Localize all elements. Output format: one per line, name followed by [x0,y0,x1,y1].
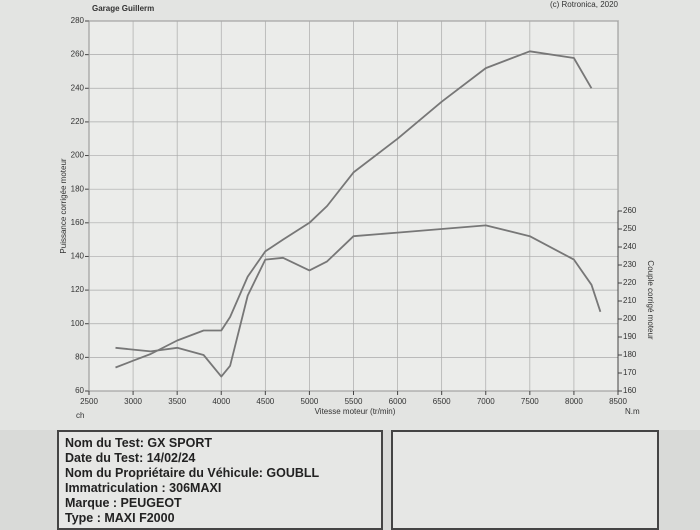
chart: Garage Guillerm (c) Rotronica, 2020 Puis… [59,0,655,421]
info-line: Immatriculation : 306MAXI [65,481,222,495]
chart-subtitle: (c) Rotronica, 2020 [550,0,619,9]
chart-title: Garage Guillerm [92,4,154,13]
y2-tick-label: 220 [623,278,637,287]
y-tick-label: 80 [75,352,84,361]
series-line [115,224,602,378]
y2-tick-label: 250 [623,224,637,233]
y-tick-label: 120 [71,285,85,294]
y-tick-label: 200 [71,151,85,160]
y-tick-label: 280 [71,16,85,25]
info-line: Type : MAXI F2000 [65,511,175,525]
x-tick-label: 5500 [345,397,363,406]
x-tick-label: 2500 [80,397,98,406]
x-tick-label: 5000 [301,397,319,406]
x-tick-label: 6000 [389,397,407,406]
y2-tick-label: 260 [623,206,637,215]
y-tick-label: 100 [71,319,85,328]
x-tick-label: 6500 [433,397,451,406]
y-tick-label: 220 [71,117,85,126]
x-tick-label: 8000 [565,397,583,406]
info-line: Marque : PEUGEOT [65,496,182,510]
series-line [115,50,593,369]
y2-axis-label: Couple corrigé moteur [646,260,655,339]
x-axis-label: Vitesse moteur (tr/min) [315,407,396,416]
y-tick-label: 260 [71,50,85,59]
x-tick-label: 7000 [477,397,495,406]
x-tick-label: 8500 [609,397,627,406]
y2-tick-label: 190 [623,332,637,341]
y-tick-label: 140 [71,252,85,261]
y-axis-label: Puissance corrigée moteur [59,158,68,253]
y2-tick-label: 160 [623,386,637,395]
y2-tick-label: 180 [623,350,637,359]
x-tick-label: 3000 [124,397,142,406]
empty-box [391,430,659,530]
y-tick-label: 240 [71,83,85,92]
y2-tick-label: 200 [623,314,637,323]
y-tick-label: 180 [71,184,85,193]
y-tick-label: 160 [71,218,85,227]
x-tick-label: 4000 [212,397,230,406]
info-line: Date du Test: 14/02/24 [65,451,196,465]
y-unit: ch [76,411,84,420]
y2-tick-label: 240 [623,242,637,251]
x-tick-label: 3500 [168,397,186,406]
info-line: Nom du Propriétaire du Véhicule: GOUBLL [65,466,320,480]
y2-tick-label: 210 [623,296,637,305]
x-tick-label: 7500 [521,397,539,406]
info-line: Nom du Test: GX SPORT [65,436,212,450]
y2-tick-label: 170 [623,368,637,377]
x-tick-label: 4500 [256,397,274,406]
y2-unit: N.m [625,407,640,416]
y-tick-label: 60 [75,386,84,395]
y2-tick-label: 230 [623,260,637,269]
info-box: Nom du Test: GX SPORT Date du Test: 14/02… [57,430,383,530]
